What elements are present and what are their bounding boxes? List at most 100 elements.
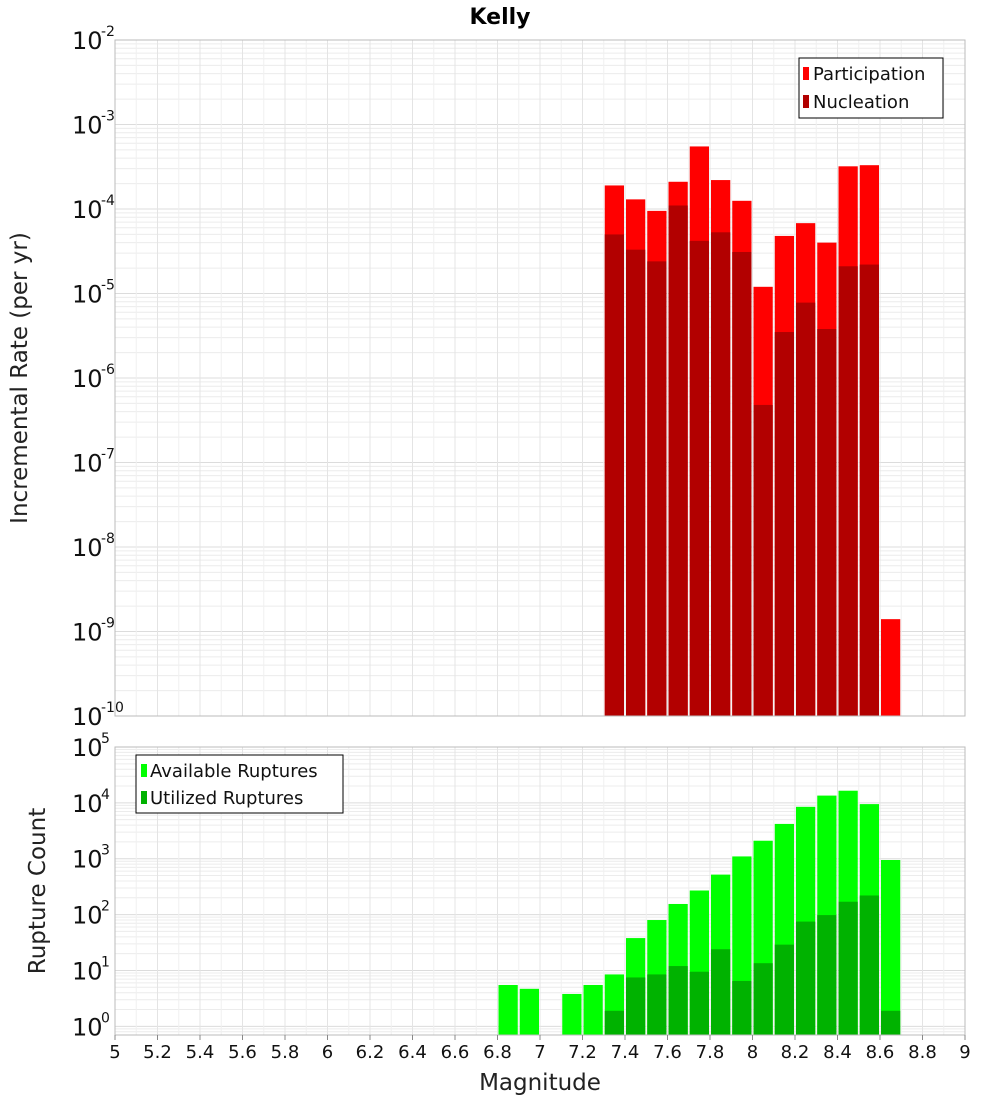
top-y-ticks: 10-210-310-410-510-610-710-810-910-10: [72, 24, 124, 731]
participation-legend-swatch: [803, 67, 809, 80]
y-tick-exponent: -4: [101, 193, 115, 209]
available-ruptures-bar: [583, 984, 603, 1035]
utilized-ruptures-bar: [689, 971, 709, 1035]
utilized-ruptures-bar: [711, 949, 731, 1035]
y-tick-label: 10: [72, 1013, 103, 1041]
y-tick-label: 10: [72, 703, 103, 731]
utilized-ruptures-bar: [753, 963, 773, 1035]
x-tick-label: 6: [322, 1042, 333, 1063]
x-tick-label: 7.8: [696, 1042, 725, 1063]
y-tick-exponent: -2: [101, 24, 115, 40]
nucleation-bar: [859, 264, 879, 716]
nucleation-bar: [817, 329, 837, 716]
y-tick-label: 10: [72, 619, 103, 647]
top-legend: Participation Nucleation: [798, 57, 944, 119]
y-tick-label: 10: [72, 450, 103, 478]
x-tick-label: 5.2: [143, 1042, 172, 1063]
x-tick-label: 7.4: [611, 1042, 640, 1063]
nucleation-bar: [796, 302, 816, 716]
x-tick-label: 5.6: [228, 1042, 257, 1063]
nucleation-bar: [647, 261, 667, 716]
nucleation-bar: [668, 205, 688, 716]
participation-legend-label: Participation: [813, 64, 925, 85]
utilized-ruptures-legend-label: Utilized Ruptures: [150, 788, 303, 809]
top-y-axis-label: Incremental Rate (per yr): [7, 232, 33, 524]
nucleation-legend-swatch: [803, 95, 809, 108]
nucleation-bar: [838, 266, 858, 716]
x-ticks: 5 5.2 5.4 5.6 5.8 6 6.2 6.4 6.6 6.8 7 7.2 7.4 7.6 7.8 8…: [109, 1035, 971, 1063]
x-tick-label: 6.8: [483, 1042, 512, 1063]
available-ruptures-bar: [881, 859, 901, 1035]
x-tick-label: 8.6: [866, 1042, 895, 1063]
utilized-ruptures-bar: [838, 901, 858, 1035]
utilized-ruptures-bar: [604, 1010, 624, 1035]
nucleation-bar: [604, 234, 624, 717]
y-tick-label: 10: [72, 846, 103, 874]
available-ruptures-legend-swatch: [141, 764, 147, 777]
x-tick-label: 6.6: [441, 1042, 470, 1063]
utilized-ruptures-bar: [774, 944, 794, 1035]
utilized-ruptures-bar: [626, 977, 646, 1035]
top-grid: [114, 40, 966, 717]
chart-title: Kelly: [469, 5, 530, 30]
y-tick-label: 10: [72, 281, 103, 309]
x-tick-label: 5.4: [186, 1042, 215, 1063]
nucleation-legend-label: Nucleation: [813, 92, 909, 113]
y-tick-label: 10: [72, 112, 103, 140]
y-tick-label: 10: [72, 534, 103, 562]
y-tick-exponent: 1: [101, 954, 110, 970]
top-panel: 10-210-310-410-510-610-710-810-910-10 In…: [7, 24, 966, 731]
x-tick-label: 7.6: [653, 1042, 682, 1063]
x-tick-label: 6.4: [398, 1042, 427, 1063]
y-tick-exponent: 2: [101, 899, 110, 915]
y-tick-label: 10: [72, 196, 103, 224]
x-tick-label: 5: [109, 1042, 120, 1063]
nucleation-bar: [732, 251, 752, 717]
nucleation-bar: [689, 240, 709, 716]
nucleation-bar: [774, 332, 794, 716]
y-tick-exponent: -6: [101, 362, 115, 378]
y-tick-exponent: 3: [101, 843, 110, 859]
utilized-ruptures-bar: [647, 974, 667, 1035]
y-tick-exponent: -9: [101, 616, 115, 632]
y-tick-label: 10: [72, 27, 103, 55]
available-ruptures-bar: [498, 984, 518, 1035]
y-tick-label: 10: [72, 790, 103, 818]
y-tick-exponent: 4: [101, 787, 110, 803]
y-tick-label: 10: [72, 902, 103, 930]
bottom-legend: Available Ruptures Utilized Ruptures: [135, 754, 344, 814]
y-tick-exponent: -8: [101, 531, 115, 547]
y-tick-exponent: -3: [101, 109, 115, 125]
x-tick-label: 8.4: [823, 1042, 852, 1063]
y-tick-exponent: 5: [101, 731, 110, 747]
nucleation-bar: [711, 232, 731, 716]
y-tick-exponent: -7: [101, 447, 115, 463]
x-tick-label: 7: [534, 1042, 545, 1063]
x-tick-label: 5.8: [271, 1042, 300, 1063]
y-tick-exponent: -10: [101, 700, 124, 716]
y-tick-exponent: 0: [101, 1010, 110, 1026]
x-tick-label: 6.2: [356, 1042, 385, 1063]
x-tick-label: 8.8: [908, 1042, 937, 1063]
x-tick-label: 8.2: [781, 1042, 810, 1063]
top-bars: [604, 146, 901, 717]
utilized-ruptures-bar: [668, 966, 688, 1035]
x-tick-label: 9: [959, 1042, 970, 1063]
utilized-ruptures-bar: [881, 1010, 901, 1035]
participation-bar: [881, 619, 901, 716]
utilized-ruptures-bar: [732, 980, 752, 1035]
x-tick-label: 7.2: [568, 1042, 597, 1063]
nucleation-bar: [753, 404, 773, 716]
utilized-ruptures-bar: [796, 921, 816, 1035]
y-tick-label: 10: [72, 957, 103, 985]
utilized-ruptures-bar: [859, 895, 879, 1035]
available-ruptures-bar: [562, 993, 582, 1035]
nucleation-bar: [626, 249, 646, 716]
utilized-ruptures-bar: [817, 915, 837, 1035]
y-tick-exponent: -5: [101, 278, 115, 294]
bottom-bars: [498, 790, 901, 1035]
available-ruptures-bar: [519, 988, 539, 1035]
y-tick-label: 10: [72, 734, 103, 762]
